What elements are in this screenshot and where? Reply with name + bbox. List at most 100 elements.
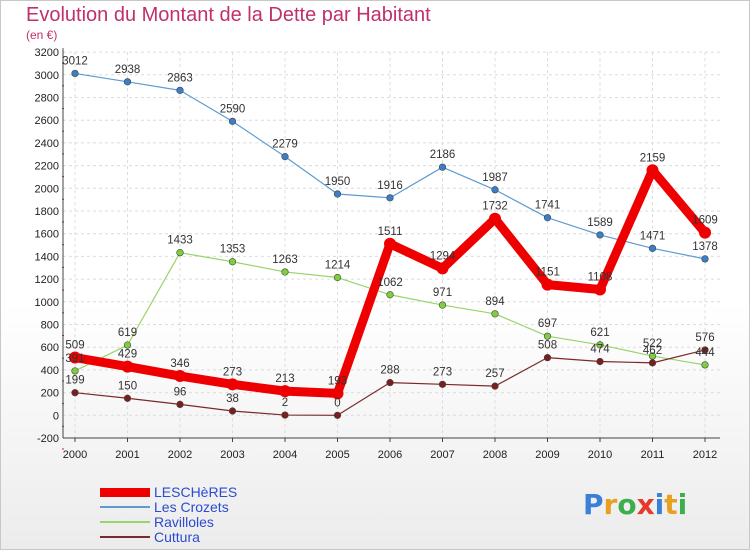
data-label: 1987 [482,172,508,184]
data-label: 3012 [62,55,88,67]
data-label: 150 [118,380,137,392]
data-label: 1433 [167,235,193,247]
series-layer [69,69,711,419]
data-point [333,411,342,419]
y-tick-label: 1200 [35,274,59,286]
data-label: 273 [223,366,242,378]
legend-item: LESCHèRES [100,485,237,499]
y-tick-label: 1400 [35,251,59,263]
legend-label: Cuttura [154,529,200,545]
data-label: 2279 [272,139,298,151]
data-label: 2159 [640,152,666,164]
y-tick-label: 2400 [35,138,59,150]
data-label: 429 [118,349,137,361]
x-tick-label: 2009 [535,449,559,461]
data-point [331,387,344,400]
x-tick-label: 2000 [63,449,87,461]
data-point [71,367,79,375]
data-label: 0 [334,397,340,409]
data-label: 2938 [115,64,141,76]
data-label: 621 [590,327,609,339]
data-label: 257 [485,368,504,380]
legend-label: Les Crozets [154,499,229,515]
x-tick-label: 2010 [588,449,612,461]
y-tick-label: 3000 [35,70,59,82]
data-label: 1108 [588,272,613,284]
logo-letter: t [664,488,678,521]
data-label: 2590 [220,103,246,115]
data-point [228,407,237,415]
data-label: 38 [226,393,239,405]
data-label: 697 [538,318,557,330]
data-label: 96 [174,386,187,398]
data-point [174,370,186,383]
data-label: 444 [695,347,715,359]
data-point [176,86,184,94]
proxiti-logo: Proxiti [583,488,687,521]
data-label: 1916 [377,180,403,192]
data-point [491,382,499,390]
data-label: 1511 [378,226,403,238]
data-label: 2863 [167,72,193,84]
logo-letter: P [583,488,604,521]
y-tick-label: 1800 [35,206,59,218]
data-label: 213 [275,373,294,385]
data-point [123,394,132,402]
x-tick-label: 2012 [693,449,717,461]
data-point [491,310,499,318]
x-tick-label: 2008 [483,449,507,461]
data-label: 391 [65,353,84,365]
data-label: 509 [65,340,84,352]
x-tick-label: 2001 [115,449,139,461]
y-tick-label: 2000 [35,183,59,195]
data-label: 894 [485,296,505,308]
y-tick-label: 2800 [35,93,59,105]
data-label: 199 [65,375,84,387]
data-label: 1950 [325,176,351,188]
data-label: 522 [643,338,662,350]
data-label: 2 [282,397,288,409]
data-point [543,332,552,340]
data-point [279,385,291,398]
data-label: 273 [433,366,452,378]
logo-letter: o [617,488,637,521]
data-label: 346 [170,358,189,370]
legend-item: Cuttura [100,530,200,544]
data-point [541,278,554,291]
logo-letter: i [677,488,688,521]
chart-title: Evolution du Montant de la Dette par Hab… [26,4,431,26]
data-label: 1378 [692,241,718,253]
data-point [543,214,552,222]
data-point [386,194,394,202]
data-point [438,301,447,309]
data-label: 1732 [482,201,508,213]
data-point [71,69,79,78]
data-point [596,341,604,349]
legend-swatch [100,521,150,523]
y-tick-label: 1000 [35,297,59,309]
data-point [701,346,709,354]
data-label: 1151 [535,267,560,279]
chart-subtitle: (en €) [26,28,58,42]
y-tick-label: -200 [37,433,59,445]
data-label: 1263 [272,254,298,266]
data-point [176,249,184,257]
data-point [121,360,134,373]
x-tick-label: 2005 [325,449,349,461]
x-tick-label: 2006 [378,449,402,461]
data-point [384,237,396,250]
legend-swatch [100,487,150,497]
data-point [438,380,447,388]
y-tick-label: 600 [41,342,59,354]
data-label: 1609 [692,215,718,227]
data-point [596,231,604,239]
y-tick-label: 1600 [35,229,59,241]
logo-letter: x [636,488,655,521]
y-tick-label: 200 [41,388,59,400]
data-point [176,400,184,409]
data-point [701,361,709,369]
data-label: 288 [380,365,399,377]
legend-item: Ravilloles [100,515,214,529]
data-point [491,186,499,194]
data-point [69,351,81,364]
